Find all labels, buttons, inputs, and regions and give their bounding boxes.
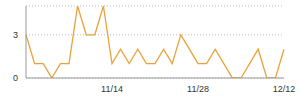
svg-text:3: 3 (13, 30, 18, 40)
svg-text:12/12: 12/12 (273, 84, 292, 94)
svg-text:11/28: 11/28 (187, 84, 209, 94)
svg-text:11/14: 11/14 (101, 84, 123, 94)
svg-text:0: 0 (13, 73, 18, 83)
